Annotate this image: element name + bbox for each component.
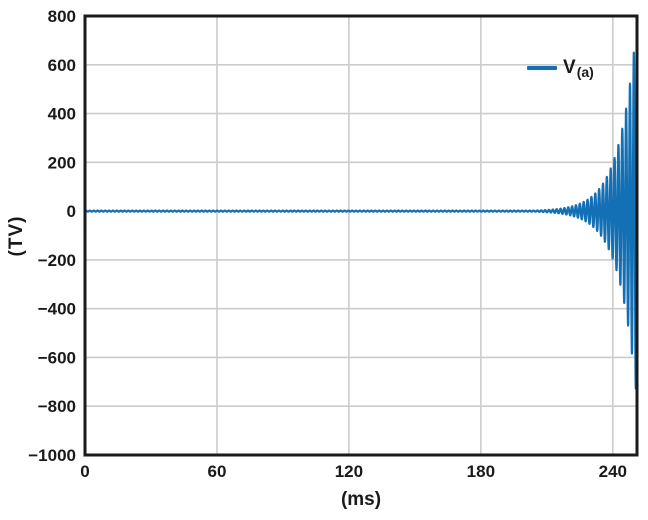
x-tick-label: 180 [467, 462, 495, 481]
legend-line-sample [527, 65, 557, 70]
y-tick-label: 800 [48, 7, 76, 26]
y-tick-label: 0 [67, 202, 76, 221]
x-tick-label: 0 [80, 462, 89, 481]
y-tick-label: −400 [38, 300, 76, 319]
legend-label-main: V [563, 57, 576, 78]
waveform-path [85, 51, 637, 390]
x-tick-label: 240 [599, 462, 627, 481]
plot-border [83, 14, 639, 457]
y-tick-label: 200 [48, 153, 76, 172]
y-axis-title: (TV) [6, 215, 27, 257]
legend-label: V(a) [563, 57, 594, 80]
y-tick-label: −1000 [28, 446, 76, 465]
y-tick-label: −600 [38, 348, 76, 367]
x-axis-title: (ms) [340, 489, 382, 510]
legend-label-sub: (a) [576, 64, 594, 80]
y-tick-label: 400 [48, 105, 76, 124]
x-tick-label: 120 [335, 462, 363, 481]
y-tick-label: −200 [38, 251, 76, 270]
legend: V(a) [527, 57, 594, 80]
x-tick-label: 60 [207, 462, 226, 481]
y-tick-label: 600 [48, 56, 76, 75]
y-tick-label: −800 [38, 397, 76, 416]
